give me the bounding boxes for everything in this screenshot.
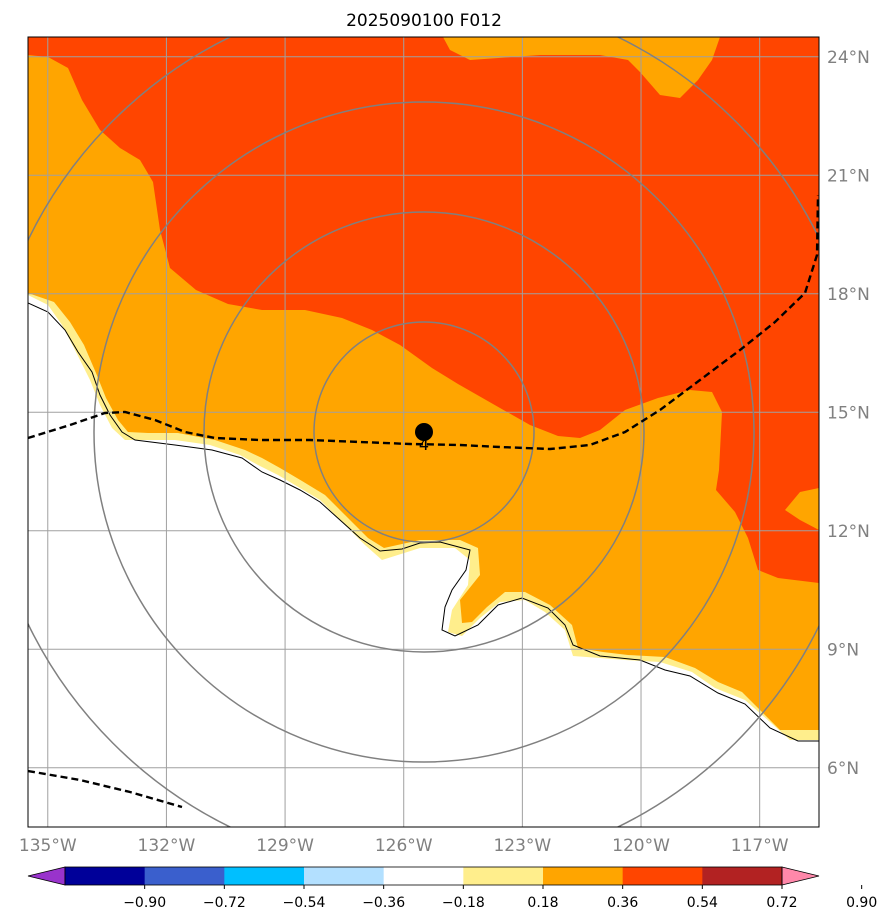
lat-lon-grid bbox=[28, 37, 819, 827]
field-pocket bbox=[785, 488, 819, 530]
lon-tick-label: 126°W bbox=[375, 836, 433, 856]
colorbar-segment bbox=[463, 867, 544, 885]
track-line-main bbox=[28, 194, 819, 451]
lat-tick-label: 21°N bbox=[827, 166, 870, 186]
lon-tick-label: 132°W bbox=[138, 836, 196, 856]
lon-tick-label: 135°W bbox=[19, 836, 77, 856]
range-rings bbox=[28, 37, 819, 827]
range-ring bbox=[93, 101, 755, 763]
coastline bbox=[28, 302, 819, 742]
lat-tick-label: 6°N bbox=[827, 759, 859, 779]
lat-tick-label: 18°N bbox=[827, 285, 870, 305]
lon-tick-label: 120°W bbox=[612, 836, 670, 856]
colorbar-tick-label: 0.90 bbox=[846, 895, 877, 911]
range-ring bbox=[313, 321, 535, 543]
colorbar-segment bbox=[702, 867, 783, 885]
map-frame bbox=[27, 36, 820, 828]
track-line-south bbox=[28, 769, 183, 809]
map-title: 2025090100 F012 bbox=[346, 11, 502, 31]
colorbar-tick-label: −0.90 bbox=[123, 895, 166, 911]
center-marker-label: 4 bbox=[419, 435, 429, 454]
colorbar-extend-high bbox=[781, 866, 820, 886]
lat-tick-label: 9°N bbox=[827, 640, 859, 660]
colorbar-tick-label: 0.72 bbox=[766, 895, 797, 911]
lat-tick-label: 24°N bbox=[827, 48, 870, 68]
colorbar-tick-label: −0.54 bbox=[283, 895, 326, 911]
lon-tick-label: 123°W bbox=[493, 836, 551, 856]
colorbar-segment bbox=[224, 867, 305, 885]
colorbar-segment bbox=[144, 867, 225, 885]
center-marker bbox=[415, 423, 433, 441]
colorbar-segment bbox=[622, 867, 703, 885]
range-ring bbox=[203, 211, 645, 653]
lon-tick-label: 117°W bbox=[731, 836, 789, 856]
colorbar-outline bbox=[64, 866, 783, 886]
colorbar-tick-label: −0.18 bbox=[442, 895, 485, 911]
colorbar: −0.90 −0.72 −0.54 −0.36 −0.18 0.18 0.36 0.54 0.7… bbox=[27, 866, 877, 911]
colorbar-tick-label: −0.72 bbox=[203, 895, 246, 911]
colorbar-tick-label: 0.18 bbox=[527, 895, 558, 911]
lat-tick-label: 15°N bbox=[827, 403, 870, 423]
map-panel: 4 bbox=[28, 37, 819, 827]
colorbar-segment bbox=[383, 867, 464, 885]
lon-tick-label: 129°W bbox=[256, 836, 314, 856]
colorbar-tick-label: −0.36 bbox=[362, 895, 405, 911]
longitude-ticks: 135°W 132°W 129°W 126°W 123°W 120°W 117°W bbox=[19, 836, 789, 856]
colorbar-extend-low bbox=[27, 866, 66, 886]
colorbar-tick-label: 0.54 bbox=[687, 895, 718, 911]
colorbar-segment bbox=[543, 867, 624, 885]
lat-tick-label: 12°N bbox=[827, 522, 870, 542]
colorbar-tick-label: 0.36 bbox=[607, 895, 638, 911]
latitude-ticks: 24°N 21°N 18°N 15°N 12°N 9°N 6°N bbox=[827, 48, 870, 779]
colorbar-segment bbox=[304, 867, 385, 885]
field-high bbox=[28, 37, 819, 583]
colorbar-segment bbox=[65, 867, 146, 885]
